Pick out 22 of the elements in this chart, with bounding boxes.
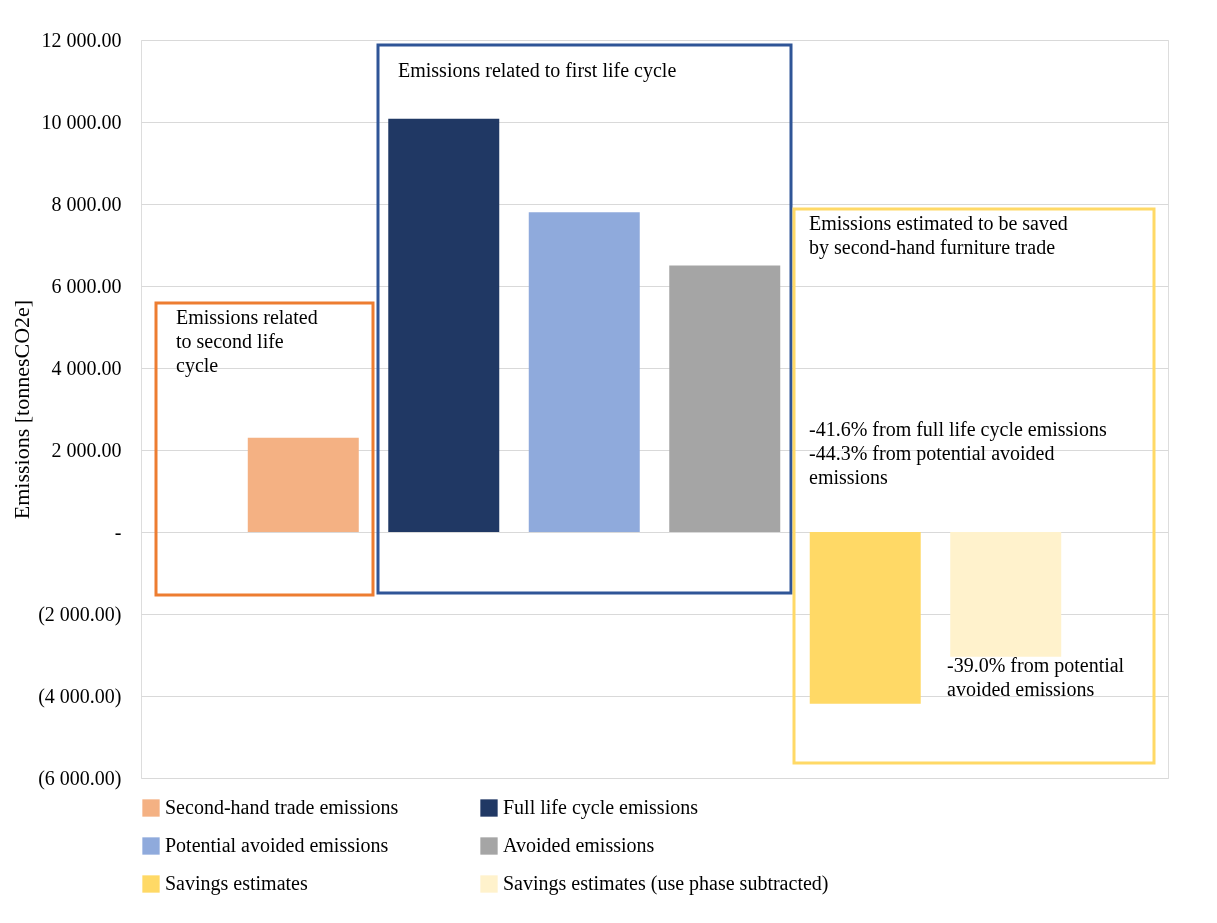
annotation: Emissions related to second life cycle bbox=[176, 306, 318, 377]
y-tick-label: (2 000.00) bbox=[38, 602, 122, 626]
legend-label: Full life cycle emissions bbox=[503, 796, 699, 819]
y-tick-label: 6 000.00 bbox=[51, 274, 122, 297]
annotation: Emissions related to first life cycle bbox=[398, 59, 677, 82]
y-tick-label: 8 000.00 bbox=[51, 192, 122, 215]
y-tick-label: (6 000.00) bbox=[38, 766, 122, 790]
legend-label: Second-hand trade emissions bbox=[165, 796, 399, 818]
legend-label: Potential avoided emissions bbox=[165, 834, 389, 856]
legend-label: Savings estimates bbox=[165, 872, 308, 895]
y-axis-title: Emissions [tonnesCO2e] bbox=[9, 299, 35, 520]
annotation: -39.0% from potential avoided emissions bbox=[947, 654, 1125, 700]
y-tick-label: 2 000.00 bbox=[51, 438, 122, 461]
annotation: -41.6% from full life cycle emissions -44.3% from potential avoided emissions bbox=[809, 418, 1107, 488]
annotation: Emissions estimated to be saved by second-hand furniture trade bbox=[809, 212, 1068, 259]
legend-label: Avoided emissions bbox=[503, 834, 655, 856]
y-tick-label: 4 000.00 bbox=[51, 356, 122, 379]
y-tick-label: 12 000.00 bbox=[41, 28, 122, 51]
legend-label: Savings estimates (use phase subtracted) bbox=[503, 872, 829, 895]
y-tick-label: - bbox=[114, 520, 122, 543]
y-tick-label: (4 000.00) bbox=[38, 684, 122, 708]
y-tick-label: 10 000.00 bbox=[41, 110, 122, 133]
